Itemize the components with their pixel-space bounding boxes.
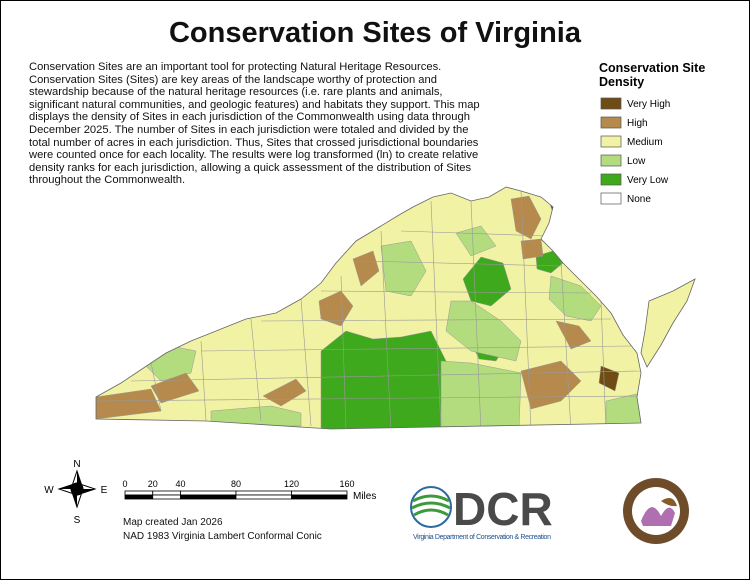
scale-segment xyxy=(235,494,292,500)
region xyxy=(535,250,564,274)
legend-label: Low xyxy=(627,156,646,167)
scale-segment xyxy=(180,494,237,500)
compass-s: S xyxy=(74,515,81,526)
scale-label: 80 xyxy=(231,479,241,489)
scale-segment xyxy=(291,490,348,496)
credit: Map created Jan 2026 xyxy=(123,517,223,528)
region xyxy=(510,195,542,240)
legend-swatch xyxy=(600,135,622,148)
region xyxy=(318,290,354,327)
dcr-logo: DCR Virginia Department of Conservation … xyxy=(410,483,553,541)
compass-w: W xyxy=(44,485,54,496)
county-lines xyxy=(96,190,642,429)
legend-label: Medium xyxy=(627,137,663,148)
legend-label: Very Low xyxy=(627,175,669,186)
credit: NAD 1983 Virginia Lambert Conformal Coni… xyxy=(123,531,322,542)
legend-swatch xyxy=(600,192,622,205)
scale-segment xyxy=(180,490,237,496)
legend-swatch xyxy=(600,116,622,129)
scale-bar: 0 20 40 80 120 160 Miles xyxy=(122,479,376,502)
heritage-seal xyxy=(623,478,689,544)
region xyxy=(320,330,448,429)
scale-unit: Miles xyxy=(353,491,376,502)
legend-label: High xyxy=(627,118,648,129)
scale-label: 0 xyxy=(122,479,127,489)
scale-label: 40 xyxy=(175,479,185,489)
region xyxy=(150,372,200,404)
logo-text: DCR xyxy=(453,483,553,535)
compass-e: E xyxy=(101,485,108,496)
scale-segment xyxy=(152,494,181,500)
scale-segment xyxy=(235,490,292,496)
region xyxy=(352,250,380,287)
scale-segment xyxy=(291,494,348,500)
scale-segment xyxy=(152,490,181,496)
title: Conservation Sites of Virginia xyxy=(168,17,581,49)
legend: Very High High Medium Low Very Low None xyxy=(600,97,670,205)
scale-label: 120 xyxy=(284,479,299,489)
description: Conservation Sites are an important tool… xyxy=(29,61,480,187)
scale-label: 20 xyxy=(148,479,158,489)
scale-segment xyxy=(124,494,154,500)
compass-n: N xyxy=(73,459,80,470)
logo-subtitle: Virginia Department of Conservation & Re… xyxy=(413,534,551,541)
region xyxy=(440,360,522,429)
legend-label: Very High xyxy=(627,99,670,110)
scale-label: 160 xyxy=(339,479,354,489)
region xyxy=(548,275,602,322)
state-outline xyxy=(95,186,696,430)
legend-swatch xyxy=(600,97,622,110)
legend-label: None xyxy=(627,194,651,205)
region xyxy=(520,238,544,260)
region xyxy=(380,240,427,297)
state-map xyxy=(96,187,695,429)
legend-title: Conservation Site Density xyxy=(599,61,706,89)
legend-swatch xyxy=(600,173,622,186)
scale-segment xyxy=(124,490,154,496)
legend-swatch xyxy=(600,154,622,167)
compass: N S E W xyxy=(44,459,107,526)
region xyxy=(445,300,522,362)
